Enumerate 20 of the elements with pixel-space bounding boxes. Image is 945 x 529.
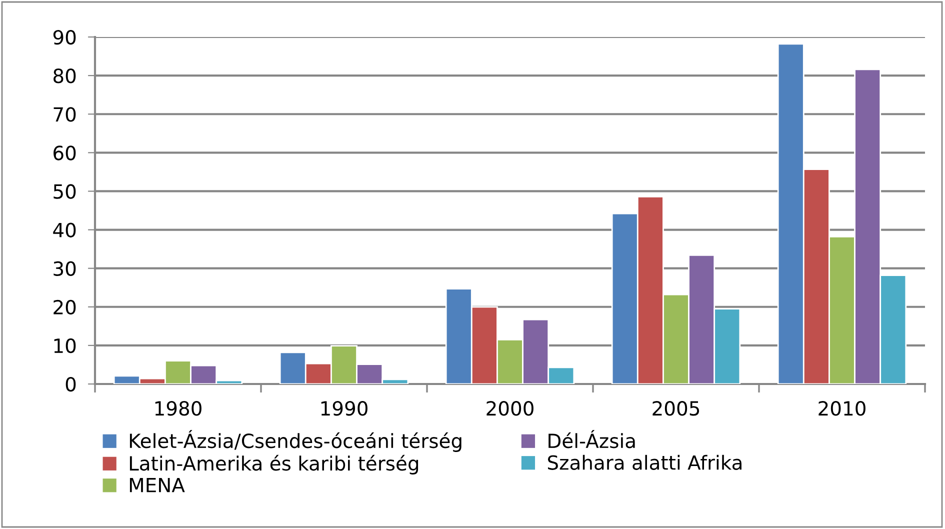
legend-label: Kelet-Ázsia/Csendes-óceáni térség xyxy=(130,430,462,452)
x-tick-label: 1990 xyxy=(321,401,368,416)
y-tick-label: 50 xyxy=(54,184,76,199)
y-tick-label: 70 xyxy=(54,107,76,122)
y-tick-label: 60 xyxy=(54,146,76,160)
x-tick-label: 1980 xyxy=(155,401,202,416)
y-tick-label: 30 xyxy=(54,261,76,276)
y-tick-label: 80 xyxy=(54,68,76,84)
legend-label: Szahara alatti Afrika xyxy=(548,454,742,470)
x-tick-label: 2000 xyxy=(486,401,534,416)
y-tick-label: 90 xyxy=(53,30,76,45)
y-tick-label: 0 xyxy=(66,376,76,392)
y-tick-label: 20 xyxy=(54,300,76,315)
x-tick-label: 2010 xyxy=(818,401,866,416)
legend-label: MENA xyxy=(130,478,185,492)
y-tick-label: 10 xyxy=(54,338,76,354)
legend-label: Dél-Ázsia xyxy=(548,430,635,448)
x-tick-label: 2005 xyxy=(652,401,700,416)
y-tick-label: 40 xyxy=(53,222,76,238)
legend-label: Latin-Amerika és karibi térség xyxy=(130,454,418,474)
